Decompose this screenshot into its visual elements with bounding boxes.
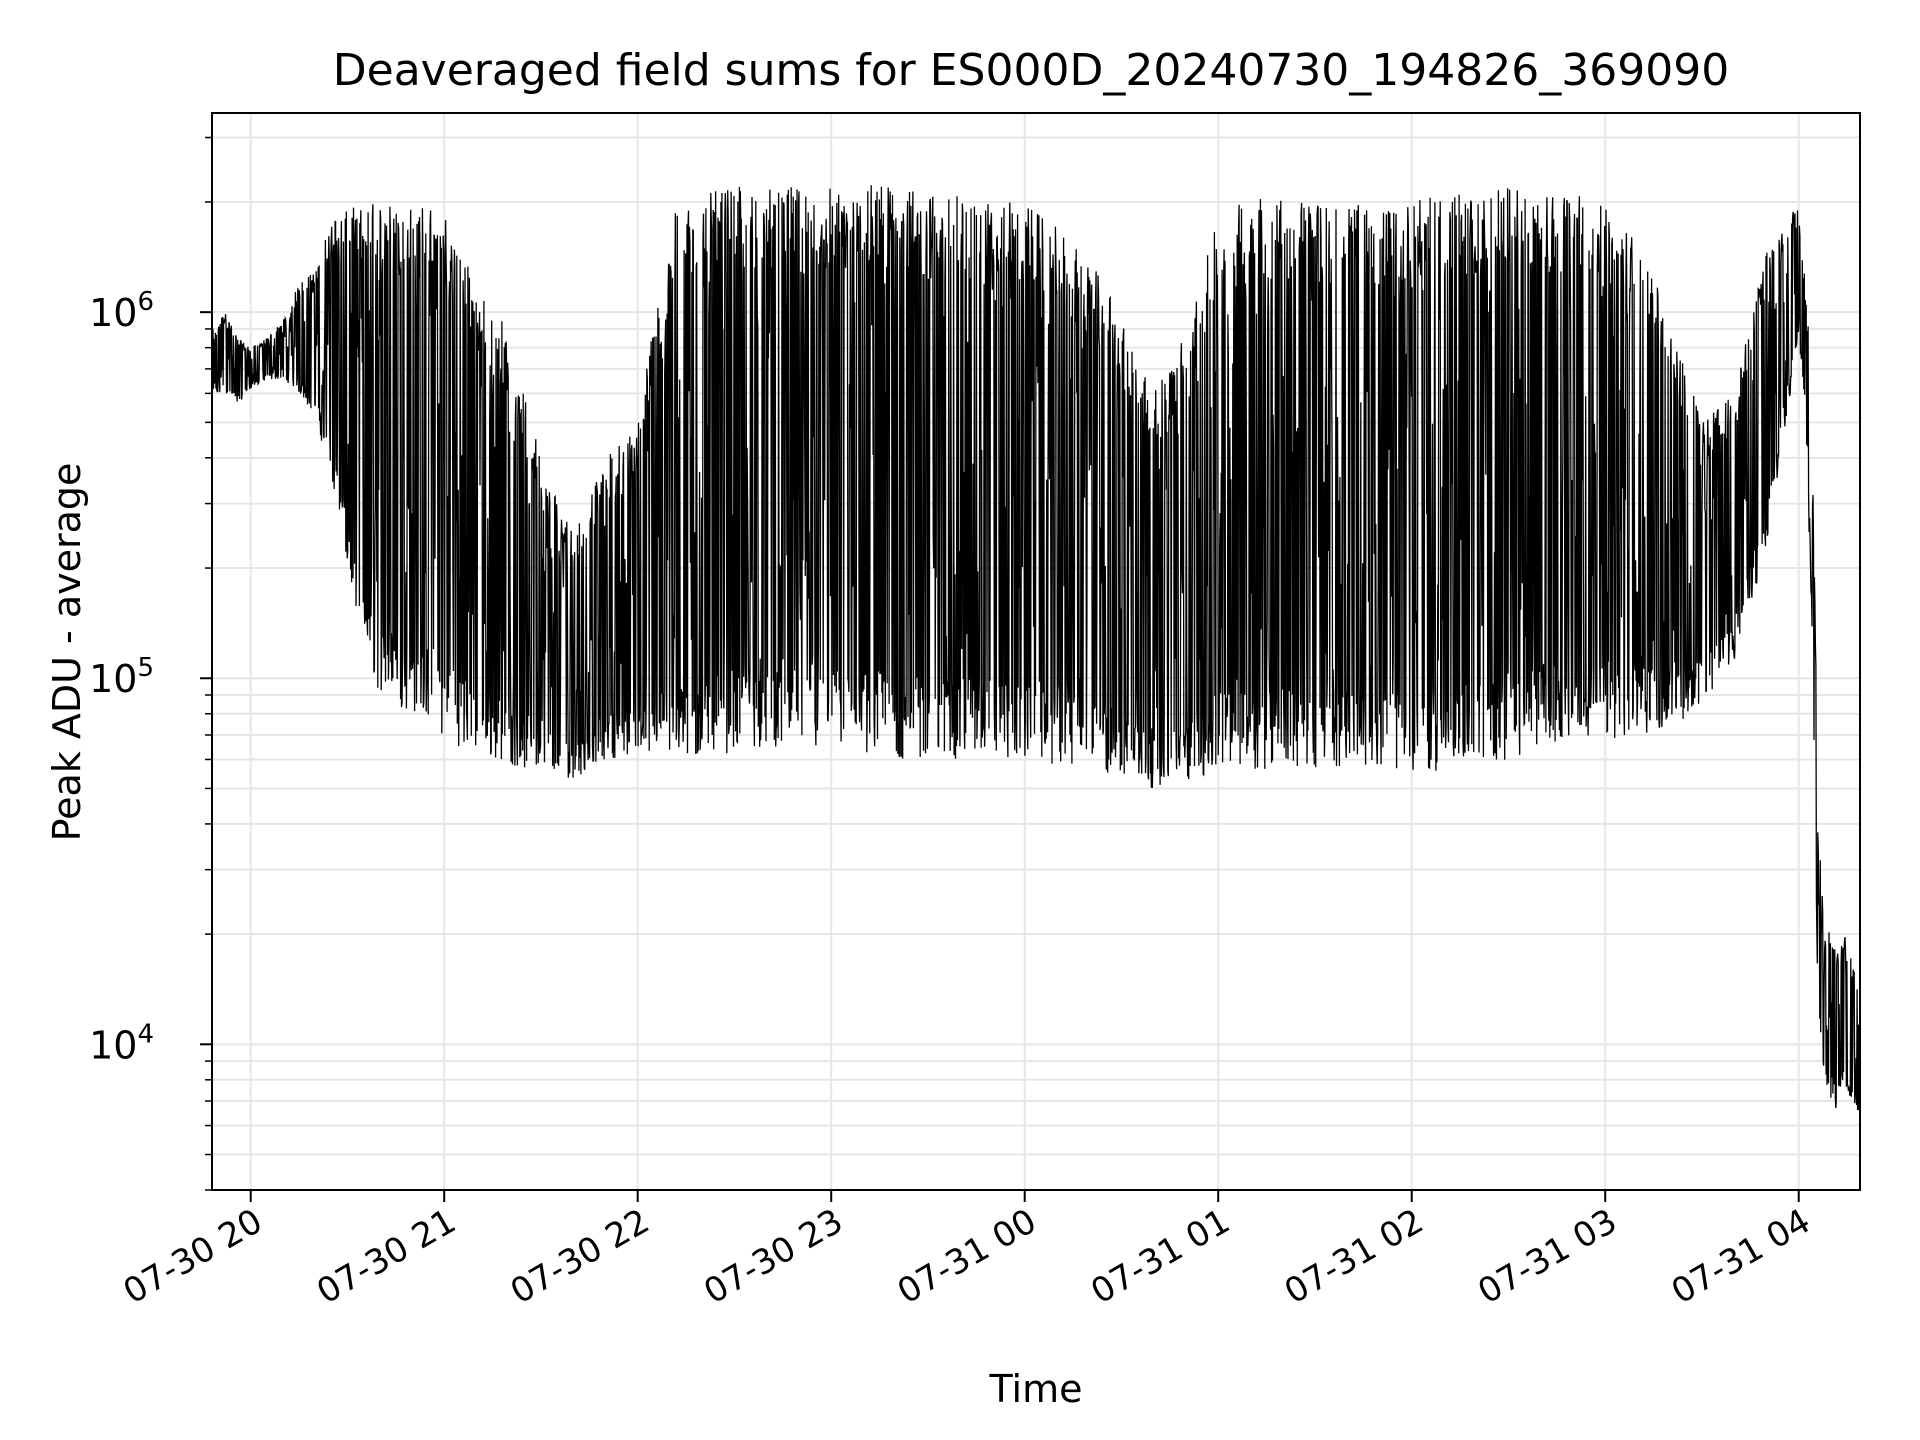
chart-title: Deaveraged field sums for ES000D_2024073… bbox=[333, 45, 1729, 96]
x-axis-label: Time bbox=[989, 1367, 1083, 1411]
y-axis-label: Peak ADU - average bbox=[45, 463, 89, 842]
plot-frame bbox=[211, 112, 1861, 1191]
plot-area bbox=[212, 185, 1860, 1112]
y-tick-base: 10 bbox=[89, 291, 137, 335]
y-tick-base: 10 bbox=[89, 657, 137, 701]
y-tick-base: 10 bbox=[89, 1023, 137, 1067]
data-series-line bbox=[212, 185, 1860, 1112]
y-tick-exponent: 5 bbox=[137, 653, 154, 683]
y-tick-exponent: 6 bbox=[137, 287, 154, 317]
y-tick-label: 104 bbox=[89, 1019, 154, 1067]
y-tick-exponent: 4 bbox=[137, 1019, 154, 1049]
y-tick-label: 106 bbox=[89, 287, 154, 335]
y-tick-label: 105 bbox=[89, 653, 154, 701]
